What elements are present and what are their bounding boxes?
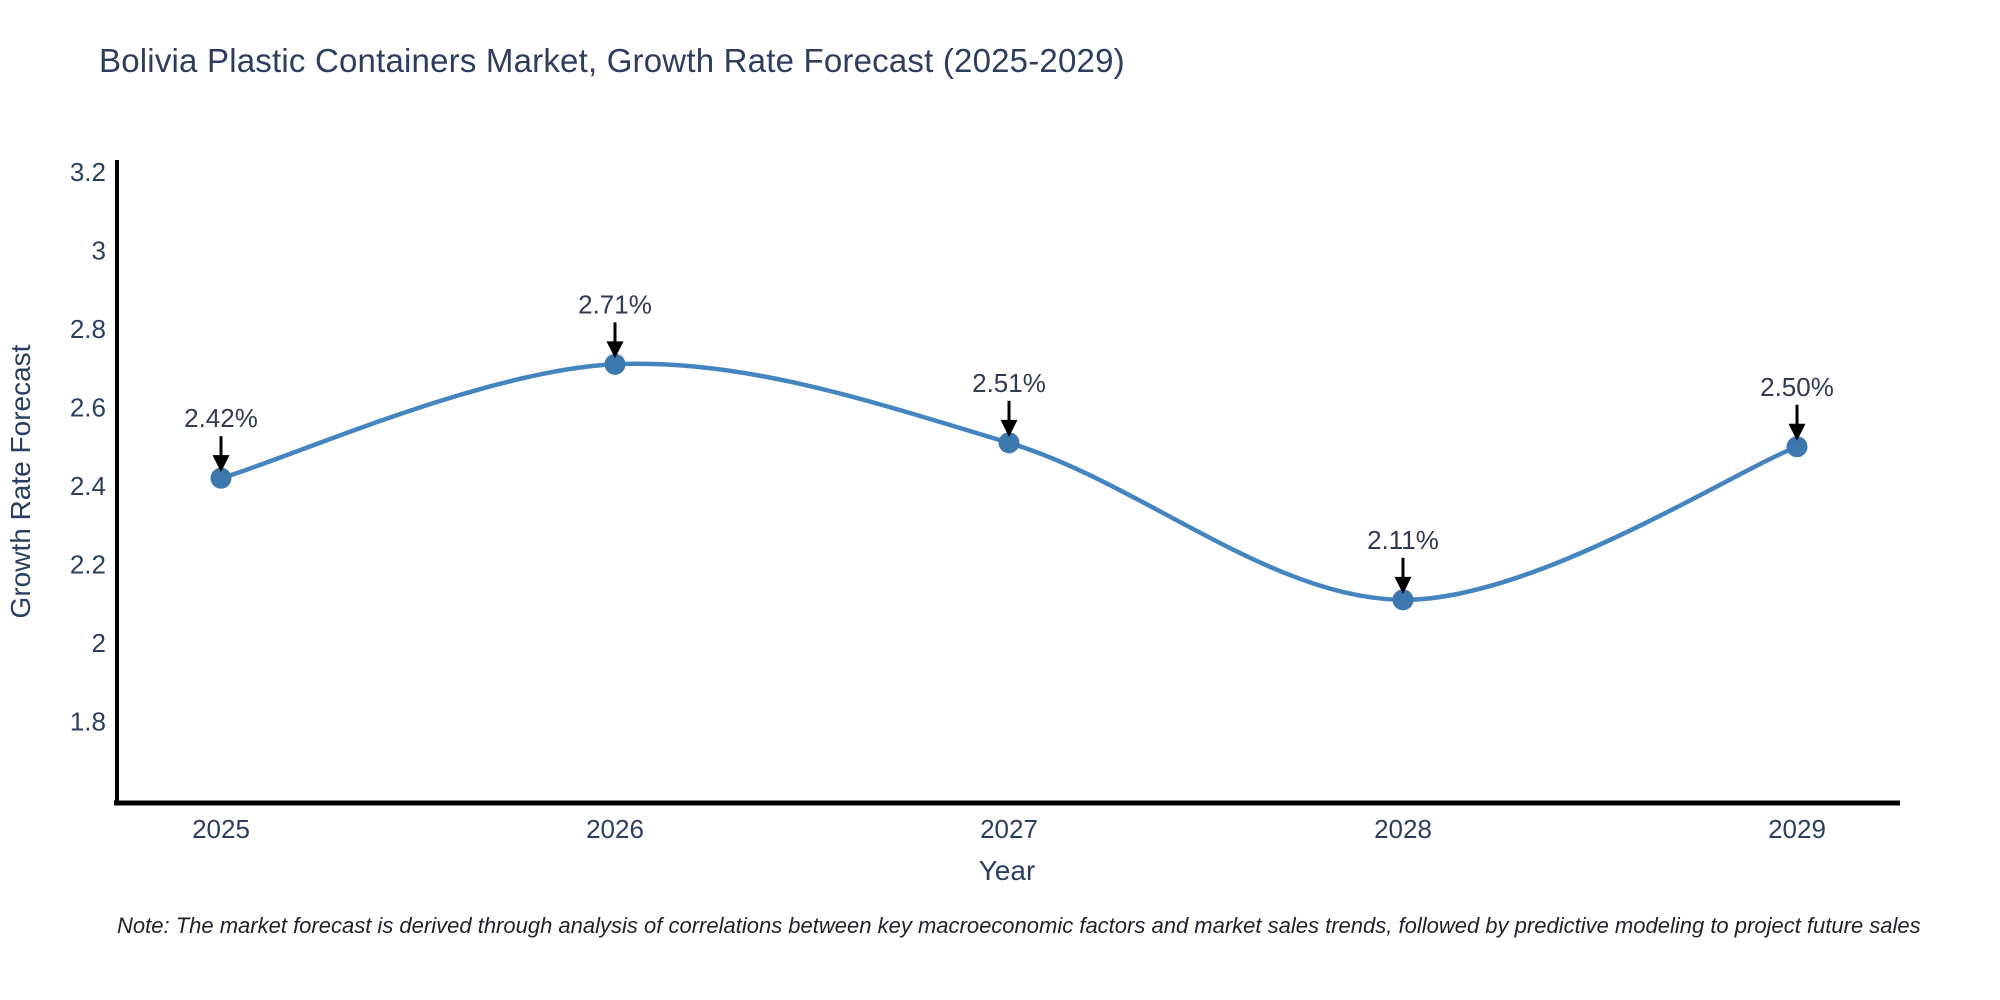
x-axis-title: Year: [979, 855, 1036, 886]
annotation-label: 2.50%: [1760, 372, 1834, 402]
annotation-label: 2.51%: [972, 368, 1046, 398]
annotation-label: 2.71%: [578, 289, 652, 319]
data-point-marker: [1786, 436, 1808, 458]
y-tick-label: 1.8: [70, 707, 106, 737]
data-point-marker: [604, 353, 626, 375]
y-tick-label: 3.2: [70, 157, 106, 187]
chart-footnote: Note: The market forecast is derived thr…: [117, 913, 1921, 938]
y-tick-label: 2.2: [70, 550, 106, 580]
y-tick-label: 2.6: [70, 393, 106, 423]
annotation-label: 2.11%: [1367, 525, 1439, 555]
y-tick-label: 2.4: [70, 471, 106, 501]
chart-title: Bolivia Plastic Containers Market, Growt…: [99, 42, 1125, 79]
annotation-arrowhead: [1394, 576, 1412, 594]
annotation-arrowhead: [606, 341, 624, 359]
y-tick-label: 2.8: [70, 314, 106, 344]
x-tick-label: 2025: [192, 814, 250, 844]
x-tick-label: 2026: [586, 814, 644, 844]
x-tick-label: 2029: [1768, 814, 1826, 844]
data-point-marker: [210, 467, 232, 489]
y-tick-label: 2: [92, 628, 106, 658]
y-tick-label: 3: [92, 236, 106, 266]
x-tick-label: 2028: [1374, 814, 1432, 844]
x-tick-label: 2027: [980, 814, 1038, 844]
data-point-marker: [1392, 589, 1414, 611]
annotation-arrowhead: [212, 455, 230, 473]
trend-line: [218, 361, 1800, 603]
annotation-label: 2.42%: [184, 403, 258, 433]
annotation-arrowhead: [1788, 423, 1806, 441]
y-axis-title: Growth Rate Forecast: [5, 344, 36, 618]
data-point-marker: [998, 432, 1020, 454]
annotation-arrowhead: [1000, 419, 1018, 437]
